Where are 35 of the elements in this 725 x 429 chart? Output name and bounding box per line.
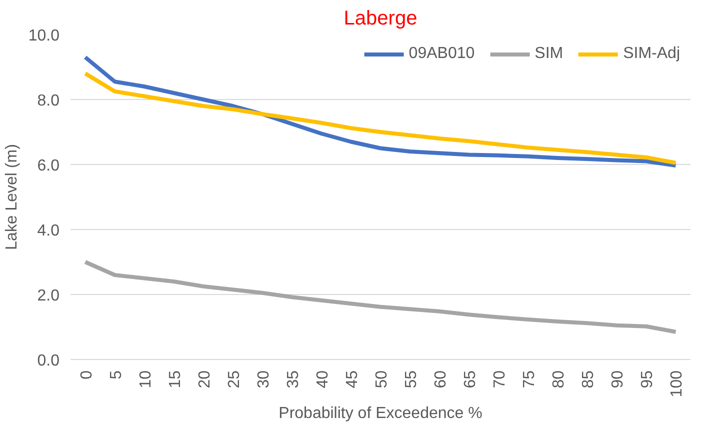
x-tick-label: 70 bbox=[492, 370, 509, 388]
x-tick-label: 30 bbox=[255, 370, 272, 388]
x-tick-label: 85 bbox=[580, 370, 598, 388]
y-tick-label: 8.0 bbox=[37, 92, 60, 110]
y-tick-label: 4.0 bbox=[37, 222, 60, 240]
x-tick-label: 50 bbox=[374, 370, 390, 388]
x-tick-label: 15 bbox=[166, 370, 184, 388]
legend-label: SIM-Adj bbox=[623, 45, 680, 63]
x-tick-label: 60 bbox=[432, 370, 450, 388]
x-tick-label: 35 bbox=[284, 370, 302, 388]
line-series bbox=[83, 260, 678, 334]
x-tick-label: 100 bbox=[668, 370, 686, 398]
y-tick-label: 0.0 bbox=[37, 352, 60, 370]
x-tick-label: 90 bbox=[610, 370, 627, 388]
x-tick-label: 5 bbox=[108, 370, 125, 380]
x-tick-label: 0 bbox=[78, 370, 96, 380]
chart-title: Laberge bbox=[344, 8, 418, 30]
x-tick-label: 10 bbox=[137, 370, 154, 388]
x-tick-label: 95 bbox=[639, 370, 656, 388]
legend-label: SIM bbox=[534, 45, 564, 63]
x-tick-label: 65 bbox=[462, 370, 480, 388]
x-tick-label: 80 bbox=[550, 370, 568, 388]
line-series bbox=[83, 72, 678, 165]
x-tick-label: 40 bbox=[314, 370, 332, 388]
x-tick-label: 55 bbox=[403, 370, 420, 388]
y-tick-label: 10.0 bbox=[28, 28, 60, 44]
legend-label: 09AB010 bbox=[408, 45, 475, 63]
x-tick-label: 75 bbox=[521, 370, 538, 388]
y-tick-label: 2.0 bbox=[37, 288, 60, 304]
x-tick-label: 45 bbox=[344, 370, 361, 388]
y-tick-label: 6.0 bbox=[37, 158, 60, 174]
x-tick-label: 25 bbox=[226, 370, 243, 388]
x-axis-title: Probability of Exceedence % bbox=[278, 405, 482, 422]
y-axis-title: Lake Level (m) bbox=[3, 144, 20, 250]
x-tick-label: 20 bbox=[196, 370, 214, 388]
